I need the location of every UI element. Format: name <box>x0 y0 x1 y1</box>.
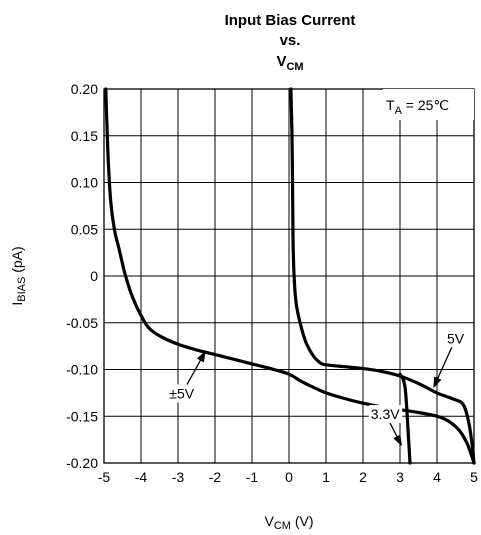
y-tick-label: -0.05 <box>66 315 98 331</box>
y-axis-label: IBIAS (pA) <box>9 246 28 305</box>
x-tick-label: -3 <box>172 469 185 485</box>
series-label: 5V <box>447 330 465 346</box>
y-axis-label-bias: BIAS <box>16 277 28 302</box>
temp-t: T <box>386 97 395 113</box>
chart-title-v: V <box>276 53 286 70</box>
series-line <box>398 372 412 465</box>
y-tick-label: 0 <box>90 268 98 284</box>
temp-a: A <box>395 105 403 117</box>
label-arrowhead <box>433 376 442 389</box>
x-tick-label: 0 <box>285 469 293 485</box>
y-tick-label: -0.20 <box>66 455 98 471</box>
x-tick-label: 2 <box>359 469 367 485</box>
y-axis-label-unit: (pA) <box>9 246 25 276</box>
y-tick-label: 0.10 <box>71 175 98 191</box>
x-tick-label: 3 <box>396 469 404 485</box>
plot-border <box>103 88 475 464</box>
temp-annotation: TA = 25℃ <box>386 97 449 117</box>
x-axis-label: VCM (V) <box>264 513 313 532</box>
annotations: ±5V 5V 3.3V <box>167 329 467 447</box>
x-axis-label-unit: (V) <box>291 513 314 529</box>
y-tick-label: 0.20 <box>71 81 98 97</box>
plot-area <box>103 88 475 464</box>
label-arrowhead <box>196 350 206 363</box>
x-tick-label: -1 <box>246 469 259 485</box>
chart-title-line2: vs. <box>280 32 301 49</box>
x-tick-label: 1 <box>322 469 330 485</box>
label-arrowhead <box>393 434 402 447</box>
y-tick-label: 0.15 <box>71 128 98 144</box>
label-arrow-line <box>436 347 453 382</box>
x-axis-label-v: V <box>264 513 274 529</box>
series-line <box>104 87 476 465</box>
x-tick-label: 5 <box>470 469 478 485</box>
x-tick-labels: -5 -4 -3 -2 -1 0 1 2 3 4 5 <box>98 469 478 485</box>
y-tick-label: -0.10 <box>66 362 98 378</box>
y-tick-label: 0.05 <box>71 221 98 237</box>
x-tick-label: 4 <box>433 469 441 485</box>
chart-title-line1: Input Bias Current <box>225 12 356 29</box>
y-tick-labels: 0.20 0.15 0.10 0.05 0 -0.05 -0.10 -0.15 -0.20 <box>66 81 98 471</box>
x-tick-label: -2 <box>209 469 222 485</box>
x-axis-label-cm: CM <box>274 520 291 532</box>
series-line <box>289 87 476 465</box>
series-label: 3.3V <box>371 406 400 422</box>
grid <box>103 88 475 464</box>
series <box>104 87 476 465</box>
series-label-bg <box>167 384 197 403</box>
x-tick-label: -5 <box>98 469 111 485</box>
temp-annotation-bg <box>383 89 474 120</box>
label-arrow-line <box>389 422 399 440</box>
y-tick-label: -0.15 <box>66 408 98 424</box>
temp-value: = 25℃ <box>402 97 449 113</box>
series-label-bg <box>444 329 467 348</box>
x-tick-label: -4 <box>135 469 148 485</box>
label-arrow-line <box>186 357 203 385</box>
chart-title-line3: VCM <box>276 53 303 73</box>
series-label-bg <box>368 405 403 424</box>
series-label: ±5V <box>169 385 194 401</box>
chart-title-cm: CM <box>286 61 303 73</box>
y-axis-label-i: I <box>9 302 25 306</box>
